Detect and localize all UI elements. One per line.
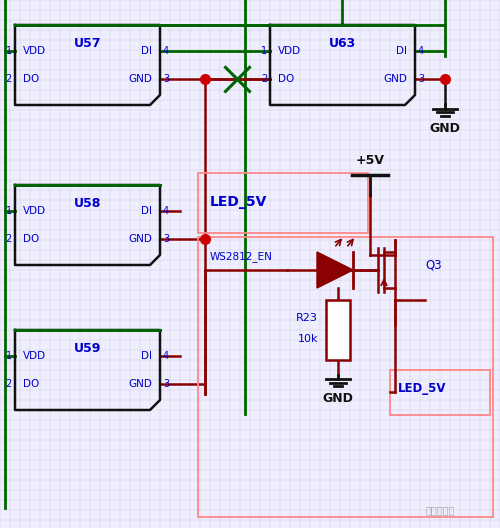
Text: 1: 1 (6, 45, 12, 55)
Text: 10k: 10k (298, 334, 318, 344)
Text: U59: U59 (74, 342, 101, 355)
Text: VDD: VDD (23, 351, 46, 361)
Text: 3: 3 (163, 74, 169, 84)
Text: LED_5V: LED_5V (210, 195, 268, 209)
Text: 3: 3 (163, 234, 169, 244)
Text: LED_5V: LED_5V (398, 382, 446, 395)
Text: 4: 4 (163, 205, 169, 215)
Text: GND: GND (322, 392, 354, 406)
Bar (198, 173, 368, 233)
Text: 1: 1 (6, 351, 12, 361)
Text: 3: 3 (163, 380, 169, 389)
Text: 2: 2 (261, 74, 267, 84)
Text: Q3: Q3 (425, 259, 442, 271)
Text: GND: GND (128, 234, 152, 244)
Text: DO: DO (23, 234, 39, 244)
Text: U63: U63 (329, 37, 356, 50)
Text: 3: 3 (418, 74, 424, 84)
Text: 4: 4 (163, 45, 169, 55)
Text: GND: GND (128, 74, 152, 84)
Text: DO: DO (23, 380, 39, 389)
Text: GND: GND (128, 380, 152, 389)
Bar (390, 370, 490, 415)
Text: GND: GND (430, 122, 460, 135)
Text: DO: DO (278, 74, 294, 84)
Polygon shape (317, 252, 353, 288)
Bar (326, 300, 350, 360)
Text: 电路一点通: 电路一点通 (426, 505, 454, 515)
Text: 2: 2 (6, 380, 12, 389)
Text: 4: 4 (418, 45, 424, 55)
Text: R23: R23 (296, 313, 318, 323)
Text: DI: DI (141, 205, 152, 215)
Text: VDD: VDD (23, 205, 46, 215)
Text: DI: DI (141, 45, 152, 55)
Text: U57: U57 (74, 37, 101, 50)
Text: 4: 4 (163, 351, 169, 361)
Text: 2: 2 (6, 234, 12, 244)
Text: +5V: +5V (356, 154, 384, 167)
Text: U58: U58 (74, 197, 101, 210)
Text: VDD: VDD (278, 45, 301, 55)
Text: 2: 2 (6, 74, 12, 84)
Text: WS2812_EN: WS2812_EN (210, 251, 273, 262)
Text: 1: 1 (6, 205, 12, 215)
Text: VDD: VDD (23, 45, 46, 55)
Text: DI: DI (141, 351, 152, 361)
Text: DI: DI (396, 45, 407, 55)
Text: DO: DO (23, 74, 39, 84)
Text: 1: 1 (261, 45, 267, 55)
Bar (198, 237, 493, 517)
Text: GND: GND (383, 74, 407, 84)
